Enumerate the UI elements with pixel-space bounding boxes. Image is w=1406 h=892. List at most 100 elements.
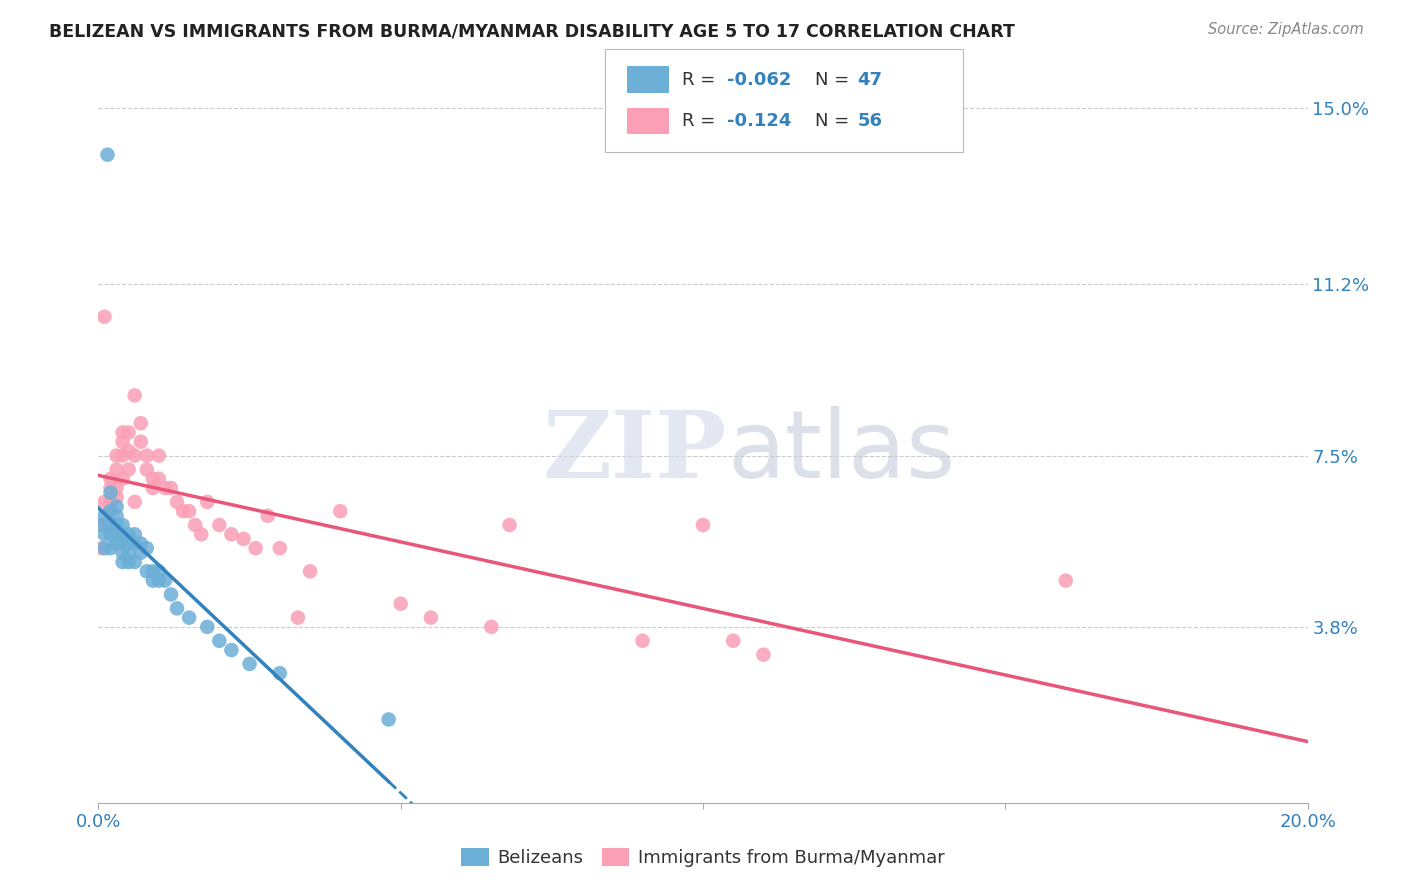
Point: [93, 310, 115, 324]
Point: [142, 574, 165, 588]
Point: [160, 587, 183, 601]
Legend: Belizeans, Immigrants from Burma/Myanmar: Belizeans, Immigrants from Burma/Myanmar: [454, 840, 952, 874]
Point: [221, 527, 243, 541]
Point: [90, 541, 112, 556]
Point: [124, 536, 146, 550]
Point: [135, 462, 157, 476]
Point: [93, 541, 115, 556]
Point: [105, 449, 128, 463]
Text: BELIZEAN VS IMMIGRANTS FROM BURMA/MYANMAR DISABILITY AGE 5 TO 17 CORRELATION CHA: BELIZEAN VS IMMIGRANTS FROM BURMA/MYANMA…: [49, 22, 1015, 40]
Point: [420, 610, 443, 624]
Point: [299, 565, 322, 579]
Point: [111, 555, 134, 569]
Point: [103, 527, 125, 541]
Point: [129, 434, 152, 449]
Point: [232, 532, 254, 546]
Point: [100, 504, 122, 518]
Text: N =: N =: [815, 70, 855, 88]
Point: [118, 462, 141, 476]
Point: [148, 449, 170, 463]
Text: ZIP: ZIP: [543, 407, 727, 497]
Point: [124, 527, 146, 541]
Text: N =: N =: [815, 112, 855, 130]
Point: [172, 504, 194, 518]
Text: -0.062: -0.062: [727, 70, 792, 88]
Point: [105, 527, 128, 541]
Point: [93, 508, 115, 523]
Point: [135, 449, 157, 463]
Point: [195, 495, 218, 509]
Point: [166, 495, 188, 509]
Point: [105, 481, 128, 495]
Text: 47: 47: [858, 70, 883, 88]
Text: R =: R =: [682, 70, 721, 88]
Point: [208, 518, 231, 533]
Point: [96, 147, 118, 161]
Point: [179, 504, 201, 518]
Text: atlas: atlas: [727, 406, 956, 498]
Point: [269, 541, 291, 556]
Point: [105, 518, 128, 533]
Point: [692, 518, 714, 533]
Point: [118, 536, 141, 550]
Point: [389, 597, 412, 611]
Point: [111, 472, 134, 486]
Point: [100, 495, 122, 509]
Point: [111, 434, 134, 449]
Text: R =: R =: [682, 112, 721, 130]
Point: [105, 500, 128, 514]
Point: [93, 495, 115, 509]
Point: [105, 536, 128, 550]
Point: [329, 504, 352, 518]
Point: [239, 657, 262, 671]
Point: [105, 490, 128, 504]
Point: [148, 574, 170, 588]
Point: [100, 527, 122, 541]
Point: [631, 633, 654, 648]
Point: [752, 648, 775, 662]
Point: [142, 565, 165, 579]
Point: [105, 508, 128, 523]
Point: [148, 472, 170, 486]
Point: [93, 518, 115, 533]
Point: [256, 508, 278, 523]
Text: Source: ZipAtlas.com: Source: ZipAtlas.com: [1208, 22, 1364, 37]
Point: [245, 541, 267, 556]
Point: [208, 633, 231, 648]
Point: [269, 666, 291, 681]
Point: [221, 643, 243, 657]
Point: [723, 633, 745, 648]
Point: [153, 481, 176, 495]
Point: [481, 620, 503, 634]
Text: -0.124: -0.124: [727, 112, 792, 130]
Point: [111, 449, 134, 463]
Point: [105, 462, 128, 476]
Point: [118, 444, 141, 458]
Point: [153, 574, 176, 588]
Point: [142, 472, 165, 486]
Point: [179, 610, 201, 624]
Point: [100, 481, 122, 495]
Point: [111, 425, 134, 440]
Point: [118, 546, 141, 560]
Point: [124, 388, 146, 402]
Point: [135, 565, 157, 579]
Point: [118, 425, 141, 440]
Point: [129, 546, 152, 560]
Text: 56: 56: [858, 112, 883, 130]
Point: [100, 518, 122, 533]
Point: [100, 541, 122, 556]
Point: [190, 527, 212, 541]
Point: [118, 527, 141, 541]
Point: [93, 527, 115, 541]
Point: [105, 518, 128, 533]
Point: [124, 495, 146, 509]
Point: [148, 565, 170, 579]
Point: [160, 481, 183, 495]
Point: [135, 541, 157, 556]
Point: [195, 620, 218, 634]
Point: [111, 536, 134, 550]
Point: [184, 518, 207, 533]
Point: [377, 713, 399, 727]
Point: [124, 449, 146, 463]
